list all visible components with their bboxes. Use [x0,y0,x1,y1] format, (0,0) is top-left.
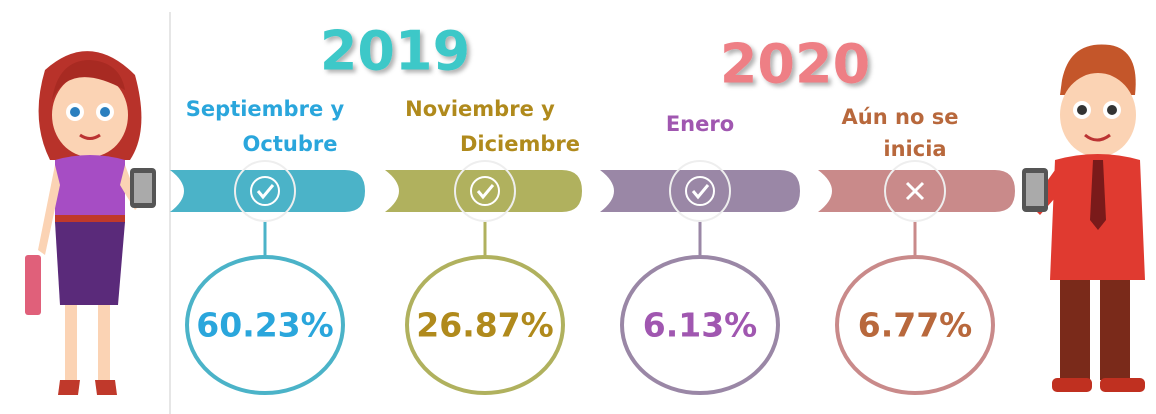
icon-circle [884,160,946,222]
check-icon [476,184,495,200]
stage-label: Octubre [243,132,338,156]
stage-label: inicia [883,137,946,161]
value-circle [835,255,995,395]
stage-label: Aún no se [842,105,959,129]
ribbon [600,170,800,212]
check-icon [256,184,275,200]
value-label: 6.77% [858,306,973,345]
stage-label: Diciembre [460,132,580,156]
value-label: 26.87% [416,306,553,345]
check-icon [470,176,500,206]
year-label: 2020 [720,33,870,96]
value-circle [405,255,565,395]
stage-label: Enero [666,112,734,136]
value-circle [185,255,345,395]
check-icon [691,184,710,200]
stage-label: Noviembre y [405,97,555,121]
stage-label: Septiembre y [186,97,345,121]
value-label: 60.23% [196,306,333,345]
year-label: 2019 [320,20,470,83]
check-icon [685,176,715,206]
man-illustration [1022,44,1145,392]
ribbon [385,170,582,212]
icon-circle [454,160,516,222]
value-circle [620,255,780,395]
woman-illustration [25,51,156,395]
stages: 60.23% Septiembre y Octubre 26.87% Noviembre… [170,97,1015,395]
value-label: 6.13% [643,306,758,345]
check-icon [250,176,280,206]
icon-circle [234,160,296,222]
x-icon [905,181,925,201]
icon-circle [669,160,731,222]
